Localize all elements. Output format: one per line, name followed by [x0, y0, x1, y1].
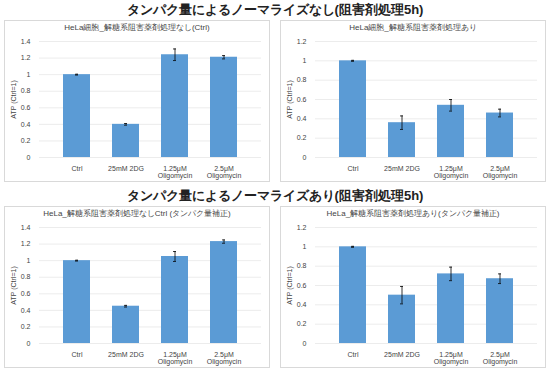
svg-text:0.2: 0.2 [21, 323, 31, 330]
svg-text:2.5μMOligomycin: 2.5μMOligomycin [483, 351, 518, 366]
svg-text:1.25μMOligomycin: 1.25μMOligomycin [158, 165, 193, 180]
html-text:HeLa_解糖系阻害薬剤処理あり(タンパク量補正): HeLa_解糖系阻害薬剤処理あり(タンパク量補正) [326, 209, 500, 218]
svg-text:1: 1 [303, 57, 307, 64]
svg-text:ATP (Ctrl=1): ATP (Ctrl=1) [10, 266, 18, 304]
svg-text:1.2: 1.2 [21, 54, 31, 61]
svg-text:0.4: 0.4 [297, 301, 307, 308]
svg-text:Ctrl: Ctrl [72, 351, 83, 358]
svg-text:1.25μMOligomycin: 1.25μMOligomycin [434, 351, 469, 366]
svg-text:0.6: 0.6 [21, 104, 31, 111]
svg-text:Ctrl: Ctrl [348, 165, 359, 172]
svg-text:ATP (Ctrl=1): ATP (Ctrl=1) [286, 80, 294, 118]
svg-text:1.25μMOligomycin: 1.25μMOligomycin [158, 351, 193, 366]
html-text:HeLa細胞_解糖系阻害薬剤処理なし(Ctrl): HeLa細胞_解糖系阻害薬剤処理なし(Ctrl) [64, 23, 210, 32]
svg-text:0.8: 0.8 [297, 262, 307, 269]
svg-text:0.2: 0.2 [21, 137, 31, 144]
svg-text:1.2: 1.2 [21, 240, 31, 247]
svg-text:0.2: 0.2 [297, 134, 307, 141]
html-text:HeLa_解糖系阻害薬剤処理なしCtrl (タンパク量補正): HeLa_解糖系阻害薬剤処理なしCtrl (タンパク量補正) [43, 209, 231, 218]
svg-text:0.4: 0.4 [21, 121, 31, 128]
svg-text:Ctrl: Ctrl [348, 351, 359, 358]
svg-text:2.5μMOligomycin: 2.5μMOligomycin [207, 165, 242, 180]
svg-text:25mM 2DG: 25mM 2DG [384, 351, 420, 358]
svg-text:ATP (Ctrl=1): ATP (Ctrl=1) [286, 266, 294, 304]
svg-text:0.6: 0.6 [297, 282, 307, 289]
svg-text:1: 1 [303, 243, 307, 250]
svg-text:0: 0 [303, 154, 307, 161]
svg-text:0.6: 0.6 [297, 96, 307, 103]
svg-text:Ctrl: Ctrl [72, 165, 83, 172]
html-text:タンパク量によるノーマライズなし(阻害剤処理5h): タンパク量によるノーマライズなし(阻害剤処理5h) [126, 2, 424, 17]
svg-text:1: 1 [27, 257, 31, 264]
html-text:タンパク量によるノーマライズあり(阻害剤処理5h): タンパク量によるノーマライズあり(阻害剤処理5h) [126, 188, 424, 203]
svg-text:0.4: 0.4 [21, 307, 31, 314]
svg-text:2.5μMOligomycin: 2.5μMOligomycin [483, 165, 518, 180]
svg-text:0.8: 0.8 [21, 87, 31, 94]
html-text:HeLa細胞_解糖系阻害薬剤処理あり: HeLa細胞_解糖系阻害薬剤処理あり [349, 23, 477, 32]
svg-text:0.6: 0.6 [21, 290, 31, 297]
svg-text:0: 0 [27, 340, 31, 347]
svg-text:0: 0 [303, 340, 307, 347]
svg-text:1.2: 1.2 [297, 38, 307, 45]
svg-text:25mM 2DG: 25mM 2DG [384, 165, 420, 172]
svg-text:0.8: 0.8 [21, 273, 31, 280]
svg-text:0.2: 0.2 [297, 320, 307, 327]
svg-text:1.25μMOligomycin: 1.25μMOligomycin [434, 165, 469, 180]
svg-text:1.2: 1.2 [297, 224, 307, 231]
svg-text:25mM 2DG: 25mM 2DG [108, 351, 144, 358]
svg-text:1.4: 1.4 [21, 224, 31, 231]
svg-text:0.4: 0.4 [297, 115, 307, 122]
svg-text:2.5μMOligomycin: 2.5μMOligomycin [207, 351, 242, 366]
svg-text:0.8: 0.8 [297, 76, 307, 83]
svg-text:0: 0 [27, 154, 31, 161]
svg-text:ATP (Ctrl=1): ATP (Ctrl=1) [10, 80, 18, 118]
svg-text:1.4: 1.4 [21, 38, 31, 45]
svg-text:25mM 2DG: 25mM 2DG [108, 165, 144, 172]
svg-text:1: 1 [27, 71, 31, 78]
